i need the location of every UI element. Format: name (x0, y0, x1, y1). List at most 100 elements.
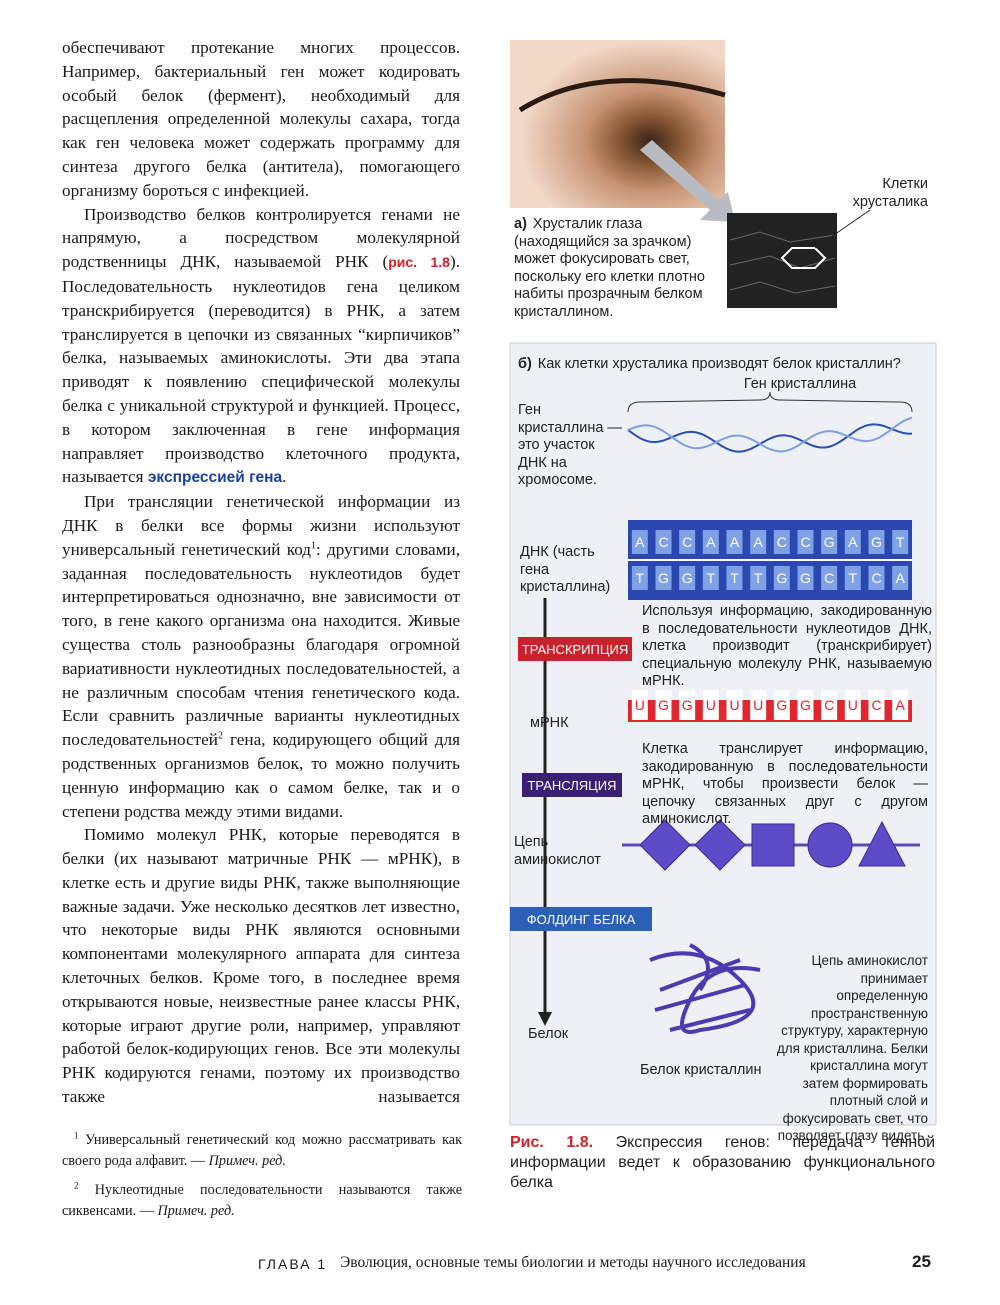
step-label: ТРАНСЛЯЦИЯ (527, 778, 616, 793)
figure-ref: рис. 1.8 (388, 254, 450, 271)
step-box (522, 773, 622, 797)
footnote-mark: 2 (74, 1180, 79, 1191)
base-slot (892, 530, 909, 554)
text: гена, кодирующего общий для родственных … (62, 730, 460, 821)
mrna-base: U (753, 697, 763, 713)
mrna-base: G (776, 697, 787, 713)
base-slot (797, 530, 814, 554)
mrna-base: U (635, 697, 645, 713)
dna-base: A (730, 534, 740, 550)
amino-acid (694, 819, 746, 871)
step-box (518, 637, 632, 661)
dna-base: A (706, 534, 716, 550)
base-slot (726, 690, 743, 720)
label: мРНК (530, 715, 569, 731)
mrna-block (628, 700, 912, 722)
base-slot (773, 690, 790, 720)
panel-b (509, 342, 937, 1126)
dna-base: A (635, 534, 645, 550)
brace (627, 391, 913, 413)
base-slot (821, 690, 838, 720)
arrow (640, 140, 735, 222)
label: Белок (528, 1026, 569, 1042)
label: Белок кристаллин (640, 1062, 762, 1078)
base-slot (773, 530, 790, 554)
text: : другими словами, заданная последовател… (62, 539, 460, 750)
footnote: 1 Универсальный генетический код можно р… (62, 1130, 462, 1172)
dna-base: T (636, 570, 645, 586)
base-slot (679, 530, 696, 554)
label: ДНК (часть гена кристаллина) (520, 544, 611, 595)
footnote-mark: 1 (74, 1130, 79, 1141)
main-text: обеспечивают протекание многих процессов… (62, 36, 460, 1109)
dna-base: A (753, 534, 763, 550)
dna-base: G (776, 570, 787, 586)
base-slot (797, 566, 814, 590)
base-slot (844, 566, 861, 590)
base-slot (726, 566, 743, 590)
mrna-base: G (800, 697, 811, 713)
part-letter: б) (518, 356, 532, 372)
dna-base: A (895, 570, 905, 586)
amino-acid (807, 822, 853, 868)
amino-acids (639, 819, 906, 871)
paragraph: При трансляции генетической информации и… (62, 490, 460, 823)
base-slot (868, 690, 885, 720)
base-slot (750, 566, 767, 590)
chapter: ГЛАВА 1 (258, 1256, 328, 1272)
base-slot (679, 566, 696, 590)
part-b: б) Как клетки хрусталика производят белок… (518, 356, 928, 374)
caption-text: Экспрессия генов: передача генной информ… (510, 1134, 936, 1191)
footnote-ref: 2 (217, 730, 223, 742)
base-slot (750, 690, 767, 720)
base-slot (892, 566, 909, 590)
leader (814, 209, 871, 249)
mrna-base: A (895, 697, 905, 713)
paragraph: Производство белков контролируется генам… (62, 203, 460, 491)
dna-base: C (824, 570, 834, 586)
text: Нуклеотидные последовательности называют… (62, 1182, 463, 1219)
amino-acid (639, 819, 691, 871)
dna-base: G (682, 570, 693, 586)
base-slot (631, 566, 648, 590)
text: Хрусталик глаза (находящийся за зрачком)… (514, 216, 705, 320)
base-slot (750, 530, 767, 554)
base-slot (773, 566, 790, 590)
dna-base: T (730, 570, 739, 586)
base-slot (726, 530, 743, 554)
amino-acid (858, 820, 906, 867)
caption-label: Рис. 1.8. (510, 1134, 594, 1151)
dna-base: G (658, 570, 669, 586)
base-slot (844, 690, 861, 720)
text: ). Последовательность нуклеотидов гена ц… (62, 252, 461, 487)
arrow-head (538, 1012, 552, 1026)
dna-base: C (871, 570, 881, 586)
dna-base: T (707, 570, 716, 586)
base-slot (844, 530, 861, 554)
mrna-base: C (871, 697, 881, 713)
paragraph: обеспечивают протекание многих процессов… (62, 38, 460, 200)
base-slot (655, 690, 672, 720)
page-number: 25 (912, 1252, 931, 1271)
note: Цепь аминокислот принимает определенную … (776, 953, 928, 1143)
base-slot (679, 690, 696, 720)
protein-strand (654, 943, 751, 1032)
dna-base: T (896, 534, 905, 550)
label: Клетки хрусталика (852, 176, 928, 210)
text: Универсальный генетический код можно рас… (62, 1132, 462, 1169)
amino-acid (751, 823, 795, 867)
eyelid (518, 78, 726, 113)
base-slot (702, 530, 719, 554)
base-slot (868, 530, 885, 554)
part-a: а) Хрусталик глаза (находящийся за зрачко… (514, 216, 724, 321)
caption: Рис. 1.8. Экспрессия генов: передача ген… (510, 1133, 935, 1193)
label: Ген кристаллина — это участок ДНК на хро… (518, 402, 622, 488)
helix-strand (627, 416, 913, 453)
base-slot (821, 566, 838, 590)
text: Как клетки хрусталика производят белок к… (537, 356, 901, 372)
base-slot (702, 690, 719, 720)
protein (649, 943, 761, 1034)
label: Ген кристаллина (743, 376, 857, 392)
